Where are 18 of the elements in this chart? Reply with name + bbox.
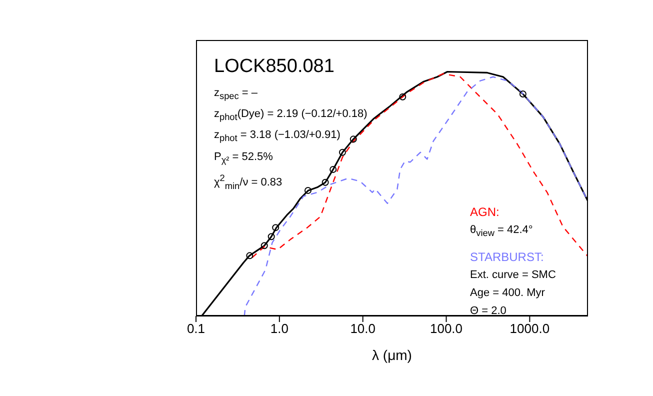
text: AGN: [470,204,500,221]
annotation: Ext. curve = SMC [470,268,556,284]
chart-title: LOCK850.081 [214,56,334,78]
annotation: z$_{spec}$ = – [214,86,258,104]
annotation: θ$_{view}$ = 42.4° [470,223,534,240]
x-tick-label: 100.0 [430,321,463,336]
x-axis-title: λ (μm) [372,347,412,363]
x-tick-label: 1000.0 [510,321,550,336]
annotation: z$_{phot}$ = 3.18 (−1.03/+0.91) [214,128,342,146]
annotation: Age = 400. Myr [470,286,546,302]
x-tick-label: 1.0 [270,321,288,336]
annotation: Θ = 2.0 [470,304,508,320]
text: STARBURST: [470,249,545,266]
annotation: z$_{phot}$(Dye) = 2.19 (−0.12/+0.18) [214,107,368,124]
annotation: P$_{χ²}$ = 52.5% [214,150,274,167]
annotation: χ$^{2}$$_{min}$/ν = 0.83 [214,172,284,193]
x-tick-label: 10.0 [350,321,376,336]
x-tick-label: 0.1 [186,321,206,336]
